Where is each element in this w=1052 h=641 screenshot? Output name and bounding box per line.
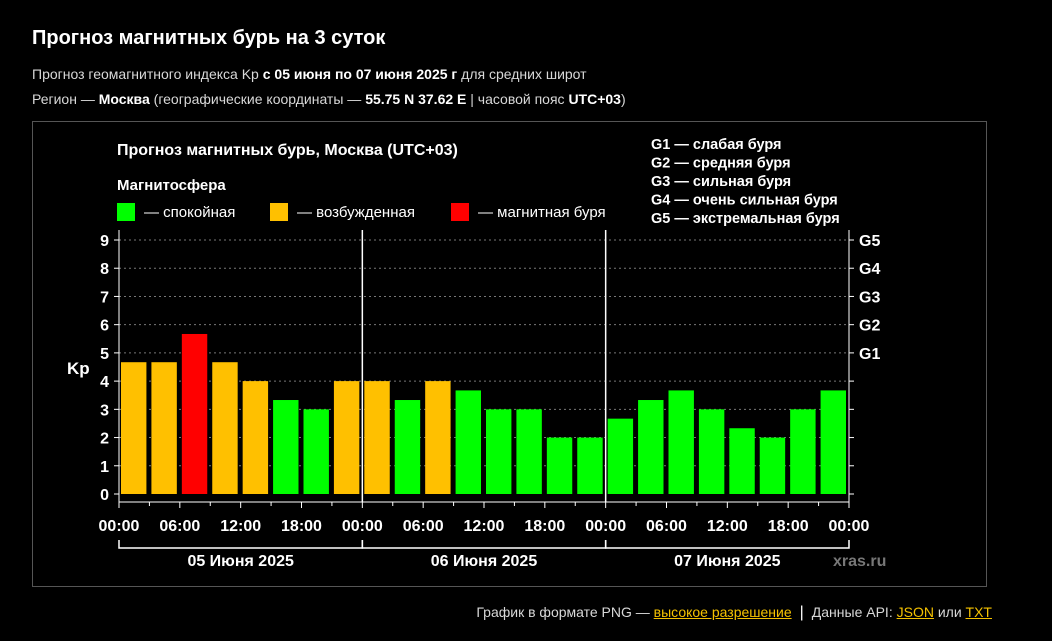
kp-bar [790,409,816,494]
y-axis-label: Kp [67,359,90,378]
x-tick-label: 00:00 [585,518,626,535]
x-tick-label: 18:00 [524,518,565,535]
storm-level-5: G5 — экстремальная буря [651,211,840,227]
kp-bar [638,400,664,494]
chart-title: Прогноз магнитных бурь, Москва (UTC+03) [117,142,458,159]
region-line: Регион — Москва (географические координа… [32,91,626,107]
legend-label-calm: — спокойная [144,204,235,221]
y-tick-label: 4 [100,374,109,391]
json-link[interactable]: JSON [896,604,934,620]
kp-bar [273,400,299,494]
kp-bar [181,333,208,494]
subtitle-text: Прогноз геомагнитного индекса Kp [32,66,263,82]
watermark: xras.ru [833,553,886,570]
x-tick-label: 06:00 [646,518,687,535]
kp-bar [546,437,573,494]
x-tick-label: 06:00 [159,518,200,535]
kp-bar [486,409,512,494]
legend-swatch-storm [451,203,469,221]
g-level-label: G3 [859,289,880,306]
kp-bar [425,381,451,494]
x-tick-label: 00:00 [99,518,140,535]
kp-forecast-chart: 0 1 2 3 4 5 6 7 8 9 G1 G2 G3 G4 G5 Kp 00:00 06:00 12:00 18:… [67,137,886,570]
kp-bar [333,381,360,494]
day-bracket [118,540,364,549]
footer: График в формате PNG — высокое разрешени… [476,604,992,622]
legend-label-excited: — возбужденная [297,204,415,221]
region-text-3: | часовой пояс [466,91,569,107]
day-label: 07 Июня 2025 [674,553,781,570]
day-bracket [361,540,607,549]
kp-bar [151,362,177,494]
kp-bar [121,362,147,494]
legend-swatch-excited [270,203,288,221]
legend-title: Магнитосфера [117,177,226,194]
region-coordinates: 55.75 N 37.62 E [365,91,467,107]
region-timezone: UTC+03 [568,91,621,107]
subtitle-text-2: для средних широт [457,66,587,82]
high-resolution-link[interactable]: высокое разрешение [653,604,792,620]
y-tick-label: 0 [100,487,109,504]
footer-separator: | [799,604,804,621]
kp-bar [455,390,481,494]
x-tick-label: 06:00 [403,518,444,535]
y-tick-label: 2 [100,431,109,448]
x-tick-label: 00:00 [342,518,383,535]
kp-bar [607,418,634,494]
region-text-4: ) [620,91,626,107]
y-tick-label: 7 [100,289,109,306]
x-tick-label: 18:00 [768,518,809,535]
y-tick-label: 3 [100,402,109,419]
txt-link[interactable]: TXT [965,604,992,620]
chart-frame [32,121,987,587]
storm-level-1: G1 — слабая буря [651,137,782,153]
region-text: Регион — [32,91,99,107]
storm-level-3: G3 — сильная буря [651,174,791,190]
kp-bar [212,362,238,494]
kp-bar [242,381,269,494]
kp-bar [577,437,603,494]
storm-level-4: G4 — очень сильная буря [651,193,838,209]
kp-bar [394,400,421,494]
region-city: Москва [98,91,150,107]
legend-swatch-calm [117,203,135,221]
storm-level-2: G2 — средняя буря [651,156,791,172]
y-tick-label: 5 [100,346,109,363]
kp-bar [759,437,786,494]
page-title: Прогноз магнитных бурь на 3 суток [32,27,386,49]
forecast-subtitle: Прогноз геомагнитного индекса Kp с 05 ию… [32,66,587,82]
day-label: 05 Июня 2025 [187,553,294,570]
g-level-label: G4 [859,261,880,278]
kp-bar [364,381,390,494]
y-tick-label: 6 [100,318,109,335]
footer-png-text: График в формате PNG — [476,604,654,620]
kp-bar [729,428,755,494]
day-bracket [604,540,850,549]
region-text-2: (географические координаты — [149,91,366,107]
x-tick-label: 12:00 [464,518,505,535]
y-tick-label: 8 [100,261,109,278]
legend-label-storm: — магнитная буря [478,204,606,221]
footer-or-text: или [933,604,966,620]
day-label: 06 Июня 2025 [431,553,538,570]
kp-bar [698,409,725,494]
kp-bar [303,409,329,494]
y-tick-label: 1 [100,459,109,476]
kp-bar [820,390,846,494]
footer-api-text: Данные API: [811,604,897,620]
x-tick-label: 00:00 [829,518,870,535]
date-range: с 05 июня по 07 июня 2025 г [262,66,458,82]
g-level-label: G1 [859,346,880,363]
g-level-label: G5 [859,233,880,250]
x-tick-label: 12:00 [220,518,261,535]
g-level-label: G2 [859,318,880,335]
y-tick-label: 9 [100,233,109,250]
x-tick-label: 18:00 [281,518,322,535]
kp-bar [516,409,542,494]
kp-bar [668,390,694,494]
x-tick-label: 12:00 [707,518,748,535]
